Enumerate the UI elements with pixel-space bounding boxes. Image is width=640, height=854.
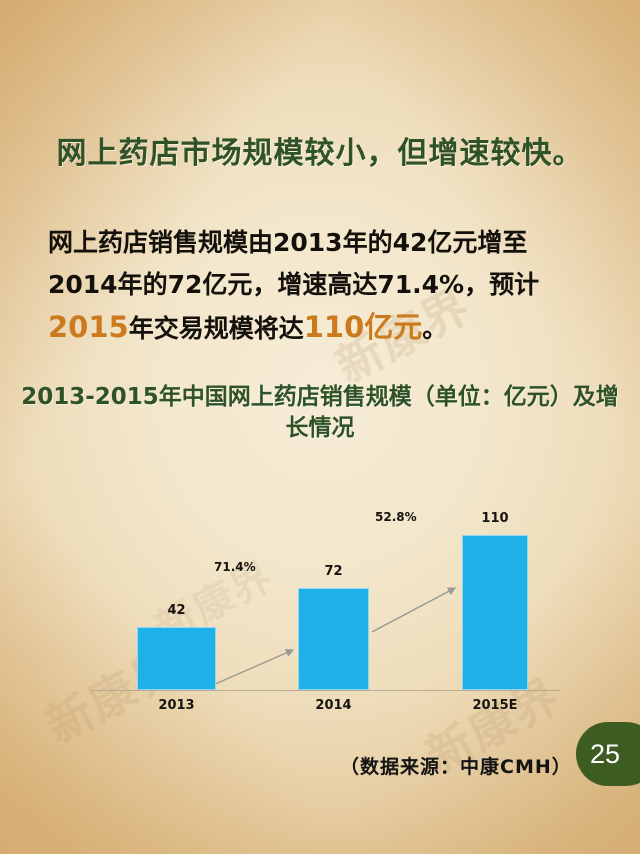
bar-2013[interactable] xyxy=(137,627,216,690)
category-label-2015e: 2015E xyxy=(472,698,518,713)
headline: 网上药店市场规模较小，但增速较快。 xyxy=(56,136,584,171)
bar-value-2015e: 110 xyxy=(481,511,509,526)
body-highlight-110yi: 110亿元 xyxy=(303,310,423,344)
category-label-2014: 2014 xyxy=(315,698,352,713)
bar-2014[interactable] xyxy=(298,588,369,690)
growth-arrow-2 xyxy=(371,587,457,633)
bar-chart: 42 2013 72 2014 110 2015E 71.4% 52.8% xyxy=(0,460,640,715)
page-number-badge: 25 xyxy=(576,722,640,786)
category-label-2013: 2013 xyxy=(158,698,195,713)
bar-value-2014: 72 xyxy=(324,564,343,579)
source-note: （数据来源：中康CMH） xyxy=(340,756,572,778)
body-paragraph: 网上药店销售规模由2013年的42亿元增至2014年的72亿元，增速高达71.4… xyxy=(48,222,596,350)
page-number: 25 xyxy=(590,738,621,769)
growth-arrow-1 xyxy=(205,648,295,689)
body-highlight-2015: 2015 xyxy=(48,310,129,344)
chart-title: 2013-2015年中国网上药店销售规模（单位：亿元）及增长情况 xyxy=(21,384,619,441)
body-segment-3: 。 xyxy=(422,314,448,343)
body-segment-1: 网上药店销售规模由2013年的42亿元增至2014年的72亿元，增速高达71.4… xyxy=(48,228,540,299)
chart-axis-line xyxy=(90,690,560,691)
bar-value-2013: 42 xyxy=(167,603,186,618)
growth-arrows xyxy=(205,587,457,689)
growth-label-2: 52.8% xyxy=(375,510,417,524)
bar-2015e[interactable] xyxy=(462,535,528,690)
growth-label-1: 71.4% xyxy=(214,560,256,574)
body-segment-2: 年交易规模将达 xyxy=(128,314,304,343)
